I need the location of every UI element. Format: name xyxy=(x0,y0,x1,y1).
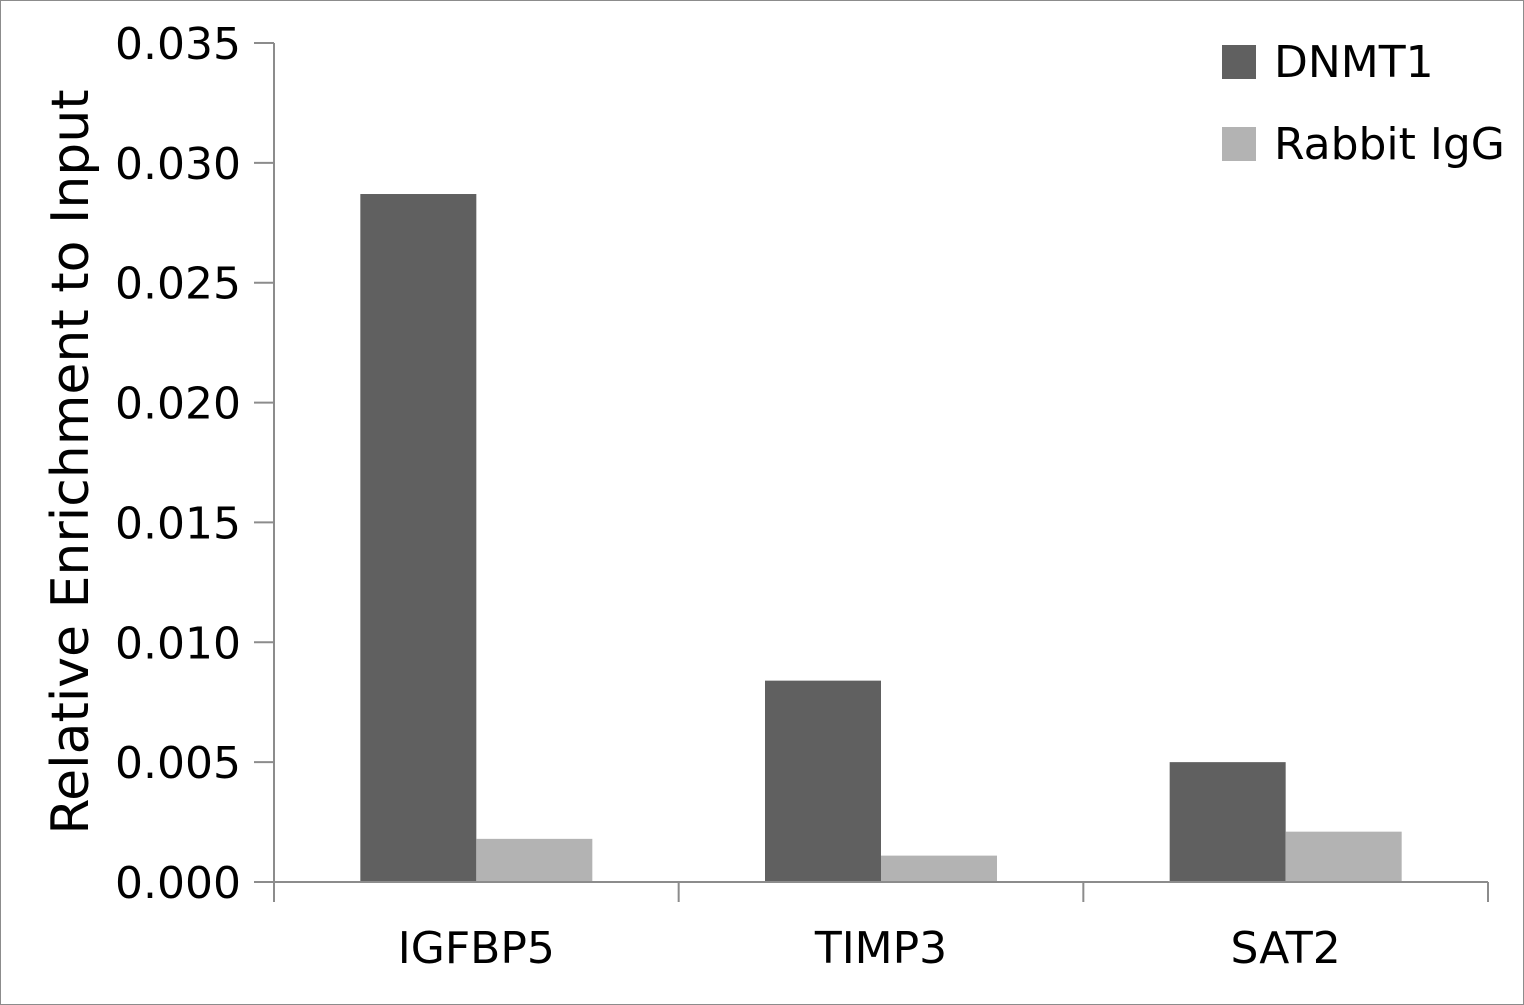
bars xyxy=(360,194,1402,882)
y-tick-label: 0.030 xyxy=(115,139,241,190)
y-tick-label: 0.025 xyxy=(115,259,241,310)
bar-dnmt1 xyxy=(360,194,477,882)
legend: DNMT1 Rabbit IgG xyxy=(1222,37,1505,170)
legend-label: DNMT1 xyxy=(1274,37,1434,88)
bar-rabbit-igg xyxy=(476,838,593,882)
bar-dnmt1 xyxy=(765,680,881,882)
y-tick-label: 0.035 xyxy=(115,19,241,70)
axes xyxy=(273,43,1488,883)
y-tick-label: 0.000 xyxy=(115,858,241,909)
y-tick-label: 0.015 xyxy=(115,498,241,549)
x-tick-label: IGFBP5 xyxy=(398,923,555,974)
x-tick-label: TIMP3 xyxy=(814,923,947,974)
bar-rabbit-igg xyxy=(881,855,997,882)
y-axis-ticks: 0.000 0.005 0.010 0.015 0.020 0.025 0.030 0.035 xyxy=(115,19,274,909)
legend-swatch xyxy=(1222,127,1256,161)
y-tick-label: 0.020 xyxy=(115,379,241,430)
x-tick-label: SAT2 xyxy=(1231,923,1341,974)
y-axis-label: Relative Enrichment to Input xyxy=(41,89,101,834)
bar-dnmt1 xyxy=(1169,762,1286,882)
legend-label: Rabbit IgG xyxy=(1274,119,1505,170)
bar-rabbit-igg xyxy=(1285,831,1402,882)
y-tick-label: 0.005 xyxy=(115,738,241,789)
y-tick-label: 0.010 xyxy=(115,618,241,669)
legend-swatch xyxy=(1222,45,1256,79)
x-axis-ticks: IGFBP5 TIMP3 SAT2 xyxy=(273,882,1489,974)
